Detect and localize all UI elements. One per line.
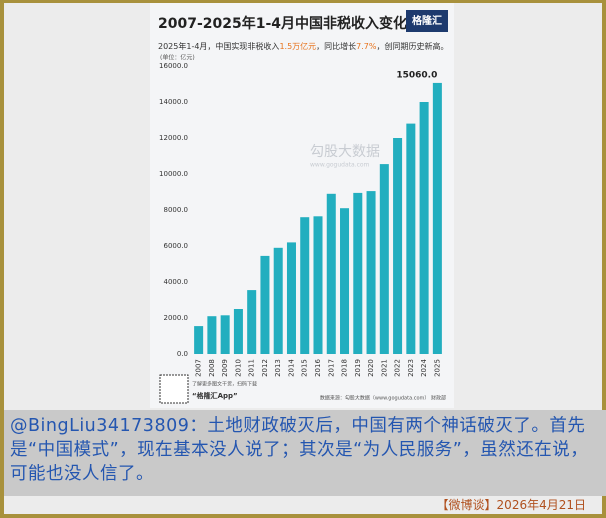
bar — [406, 123, 416, 354]
x-tick-label: 2019 — [354, 359, 362, 377]
bar — [393, 138, 403, 354]
subtitle-part: 1.5万亿元 — [279, 41, 316, 51]
y-tick-label: 6000.0 — [164, 242, 189, 250]
bar — [326, 193, 336, 354]
bar — [233, 309, 243, 354]
x-tick-label: 2020 — [367, 359, 375, 377]
watermark: 勾股大数据 — [310, 144, 380, 160]
y-tick-label: 10000.0 — [159, 170, 188, 178]
y-tick-label: 14000.0 — [159, 98, 188, 106]
x-tick-label: 2024 — [420, 359, 428, 377]
bar — [419, 102, 429, 354]
bar — [194, 326, 204, 354]
x-tick-label: 2022 — [394, 359, 402, 377]
bar — [313, 216, 323, 354]
x-tick-label: 2021 — [380, 359, 388, 377]
x-tick-label: 2009 — [221, 359, 229, 377]
x-tick-label: 2007 — [195, 359, 203, 377]
bar — [247, 290, 257, 354]
qr-note: 了解更多图文干货，扫码下载 — [192, 381, 257, 388]
bar — [300, 217, 310, 354]
bar — [432, 82, 442, 355]
bar — [366, 191, 376, 354]
bar — [207, 316, 217, 354]
post-footer: 【微博谈】2026年4月21日 — [436, 498, 586, 512]
subtitle-part: ，创同期历史新高。 — [377, 41, 449, 51]
x-tick-label: 2015 — [301, 359, 309, 377]
y-tick-label: 8000.0 — [164, 206, 189, 214]
x-tick-label: 2017 — [327, 359, 335, 377]
subtitle-part: 7.7% — [356, 42, 377, 51]
bar — [340, 208, 350, 354]
x-tick-label: 2016 — [314, 359, 322, 377]
value-label: 15060.0 — [396, 70, 437, 80]
logo: 格隆汇 — [412, 14, 442, 27]
source: 数据来源：勾股大数据（www.gogudata.com） 财政部 — [320, 395, 446, 402]
qr-code — [159, 374, 189, 404]
y-tick-label: 16000.0 — [159, 62, 188, 70]
subtitle-part: 2025年1-4月，中国实现非税收入 — [158, 41, 279, 51]
x-tick-label: 2023 — [407, 359, 415, 377]
subtitle: 2025年1-4月，中国实现非税收入1.5万亿元，同比增长7.7%，创同期历史新… — [158, 41, 449, 51]
x-tick-label: 2012 — [261, 359, 269, 377]
bar — [379, 164, 389, 354]
x-tick-label: 2018 — [341, 359, 349, 377]
x-tick-label: 2011 — [248, 359, 256, 377]
watermark: www.gogudata.com — [310, 162, 370, 169]
bar — [220, 315, 230, 354]
y-tick-label: 12000.0 — [159, 134, 188, 142]
x-tick-label: 2025 — [433, 359, 441, 377]
x-tick-label: 2014 — [287, 359, 295, 377]
qr-note: “格隆汇App” — [192, 391, 238, 400]
post-text: @BingLiu34173809：土地财政破灭后，中国有两个神话破灭了。首先是“… — [4, 410, 606, 496]
bar — [273, 247, 283, 354]
y-tick-label: 4000.0 — [164, 278, 189, 286]
x-tick-label: 2013 — [274, 359, 282, 377]
unit: (单位：亿元) — [160, 54, 195, 62]
bar — [286, 242, 296, 354]
y-tick-label: 0.0 — [177, 350, 188, 358]
x-tick-label: 2010 — [234, 359, 242, 377]
subtitle-part: ，同比增长 — [316, 41, 356, 51]
bar — [353, 192, 363, 354]
chart-title: 2007-2025年1-4月中国非税收入变化 — [158, 15, 407, 32]
logo-box — [406, 10, 448, 32]
bar — [260, 255, 270, 354]
x-tick-label: 2008 — [208, 359, 216, 377]
y-tick-label: 2000.0 — [164, 314, 189, 322]
